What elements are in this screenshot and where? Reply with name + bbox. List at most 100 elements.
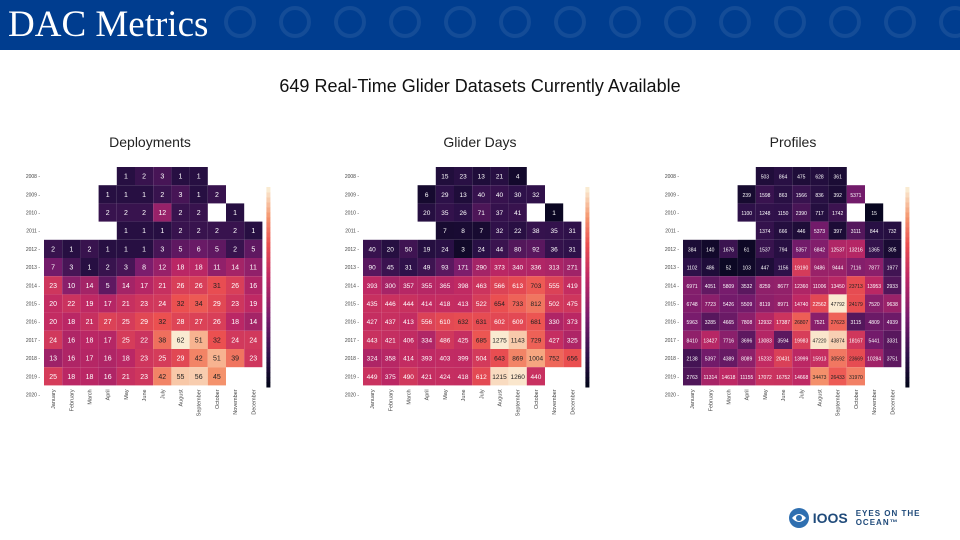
heatmap-cell <box>737 185 756 204</box>
heatmap-cell-label: 5809 <box>723 284 734 290</box>
heatmap-cell-label: 23669 <box>849 357 863 363</box>
heatmap-cell-label: 45 <box>387 265 395 272</box>
heatmap-cell-label: 21 <box>122 301 130 308</box>
row-label: 2016 - <box>665 320 680 326</box>
heatmap-cell <box>244 258 263 277</box>
heatmap-cell-label: 1 <box>124 192 128 199</box>
heatmap-cell <box>526 367 545 386</box>
colorbar-segment <box>585 222 590 228</box>
heatmap-cell-label: 334 <box>421 337 432 344</box>
colorbar-segment <box>266 252 271 258</box>
heatmap-cell <box>381 330 400 349</box>
heatmap-cell-label: 24 <box>478 246 486 253</box>
heatmap-cell <box>472 276 491 295</box>
heatmap-cell <box>207 276 226 295</box>
heatmap-cell-label: 22 <box>514 228 522 235</box>
heatmap-cell-label: 26 <box>213 319 221 326</box>
heatmap-cell <box>508 349 527 368</box>
heatmap-cell-label: 2138 <box>687 357 698 363</box>
heatmap-cell <box>207 312 226 331</box>
heatmap-cell <box>189 258 208 277</box>
heatmap-cell <box>472 239 491 258</box>
heatmap-cell-label: 5397 <box>705 357 716 363</box>
heatmap-cell <box>244 330 263 349</box>
column-label: March <box>727 389 733 404</box>
heatmap-cell <box>810 258 829 277</box>
heatmap-cell-label: 20431 <box>776 357 790 363</box>
heatmap-cell-label: 1 <box>179 174 183 181</box>
heatmap-cell-label: 23 <box>49 283 57 290</box>
heatmap-cell <box>810 276 829 295</box>
colorbar-segment <box>585 357 590 363</box>
column-label: February <box>708 389 714 411</box>
heatmap-cell <box>399 258 418 277</box>
ioos-globe-icon <box>789 508 809 528</box>
heatmap-cell-label: 3 <box>69 265 73 272</box>
header-pattern <box>224 6 960 38</box>
deployments-title: Deployments <box>109 134 191 150</box>
colorbar-segment <box>266 312 271 318</box>
colorbar-segment <box>585 197 590 203</box>
ioos-logo: IOOS EYES ON THE OCEAN™ <box>788 506 960 530</box>
heatmap-cell-label: 14 <box>86 283 94 290</box>
colorbar-segment <box>266 382 271 388</box>
colorbar-segment <box>266 197 271 203</box>
heatmap-cell <box>363 367 382 386</box>
heatmap-cell-label: 31970 <box>849 375 863 381</box>
row-label: 2010 - <box>345 211 360 217</box>
heatmap-cell <box>226 312 245 331</box>
datasets-count-subtitle: 649 Real-Time Glider Datasets Currently … <box>279 76 681 96</box>
colorbar-segment <box>266 357 271 363</box>
heatmap-cell-label: 1275 <box>492 337 507 344</box>
column-label: February <box>69 389 75 411</box>
heatmap-cell <box>755 349 774 368</box>
heatmap-cell-label: 16 <box>67 356 75 363</box>
header-pattern-circle <box>334 6 366 38</box>
heatmap-cell-label: 393 <box>421 356 432 363</box>
heatmap-cell-label: 17 <box>104 301 112 308</box>
heatmap-cell-label: 6748 <box>687 302 698 308</box>
heatmap-glider-days: 2008 -2009 -2010 -2011 -2012 -2013 -2014… <box>345 167 590 416</box>
heatmap-cell <box>683 349 702 368</box>
heatmap-cell <box>508 239 527 258</box>
heatmap-cell-label: 419 <box>567 283 578 290</box>
heatmap-cell <box>828 294 847 313</box>
heatmap-cell <box>153 312 172 331</box>
row-label: 2011 - <box>665 229 679 235</box>
heatmap-cell <box>846 221 865 240</box>
heatmap-cell-label: 20 <box>387 246 395 253</box>
heatmap-cell <box>381 239 400 258</box>
heatmap-cell <box>774 294 793 313</box>
colorbar-segment <box>905 247 910 253</box>
colorbar-segment <box>585 337 590 343</box>
column-label: September <box>836 389 842 416</box>
heatmap-cell <box>508 276 527 295</box>
colorbar-segment <box>905 372 910 378</box>
heatmap-cell-label: 15 <box>441 174 449 181</box>
heatmap-cell-label: 7723 <box>705 302 716 308</box>
heatmap-cell-label: 24 <box>441 246 449 253</box>
heatmap-cell <box>189 349 208 368</box>
heatmap-cell-label: 336 <box>530 265 541 272</box>
column-label: September <box>516 389 522 416</box>
header-pattern-circle <box>774 6 806 38</box>
heatmap-cell-label: 22 <box>67 301 75 308</box>
heatmap-cell <box>810 349 829 368</box>
heatmap-cell <box>846 239 865 258</box>
colorbar-segment <box>905 222 910 228</box>
heatmap-cell-label: 733 <box>512 301 523 308</box>
heatmap-cell-label: 3 <box>124 265 128 272</box>
heatmap-cell-label: 399 <box>458 356 469 363</box>
heatmap-cell-label: 440 <box>530 374 541 381</box>
heatmap-cell-label: 365 <box>439 283 450 290</box>
heatmap-cell-label: 502 <box>549 301 560 308</box>
heatmap-cell-label: 3696 <box>741 338 752 344</box>
heatmap-cell <box>435 330 454 349</box>
heatmap-cell-label: 21 <box>158 283 166 290</box>
colorbar-segment <box>585 292 590 298</box>
heatmap-cell-label: 446 <box>385 301 396 308</box>
heatmap-cell-label: 392 <box>834 193 843 199</box>
heatmap-cell <box>153 203 172 222</box>
colorbar-segment <box>266 292 271 298</box>
